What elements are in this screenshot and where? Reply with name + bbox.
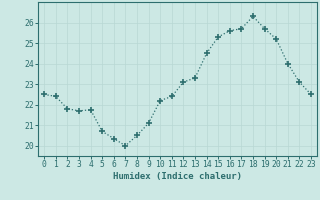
X-axis label: Humidex (Indice chaleur): Humidex (Indice chaleur) xyxy=(113,172,242,181)
